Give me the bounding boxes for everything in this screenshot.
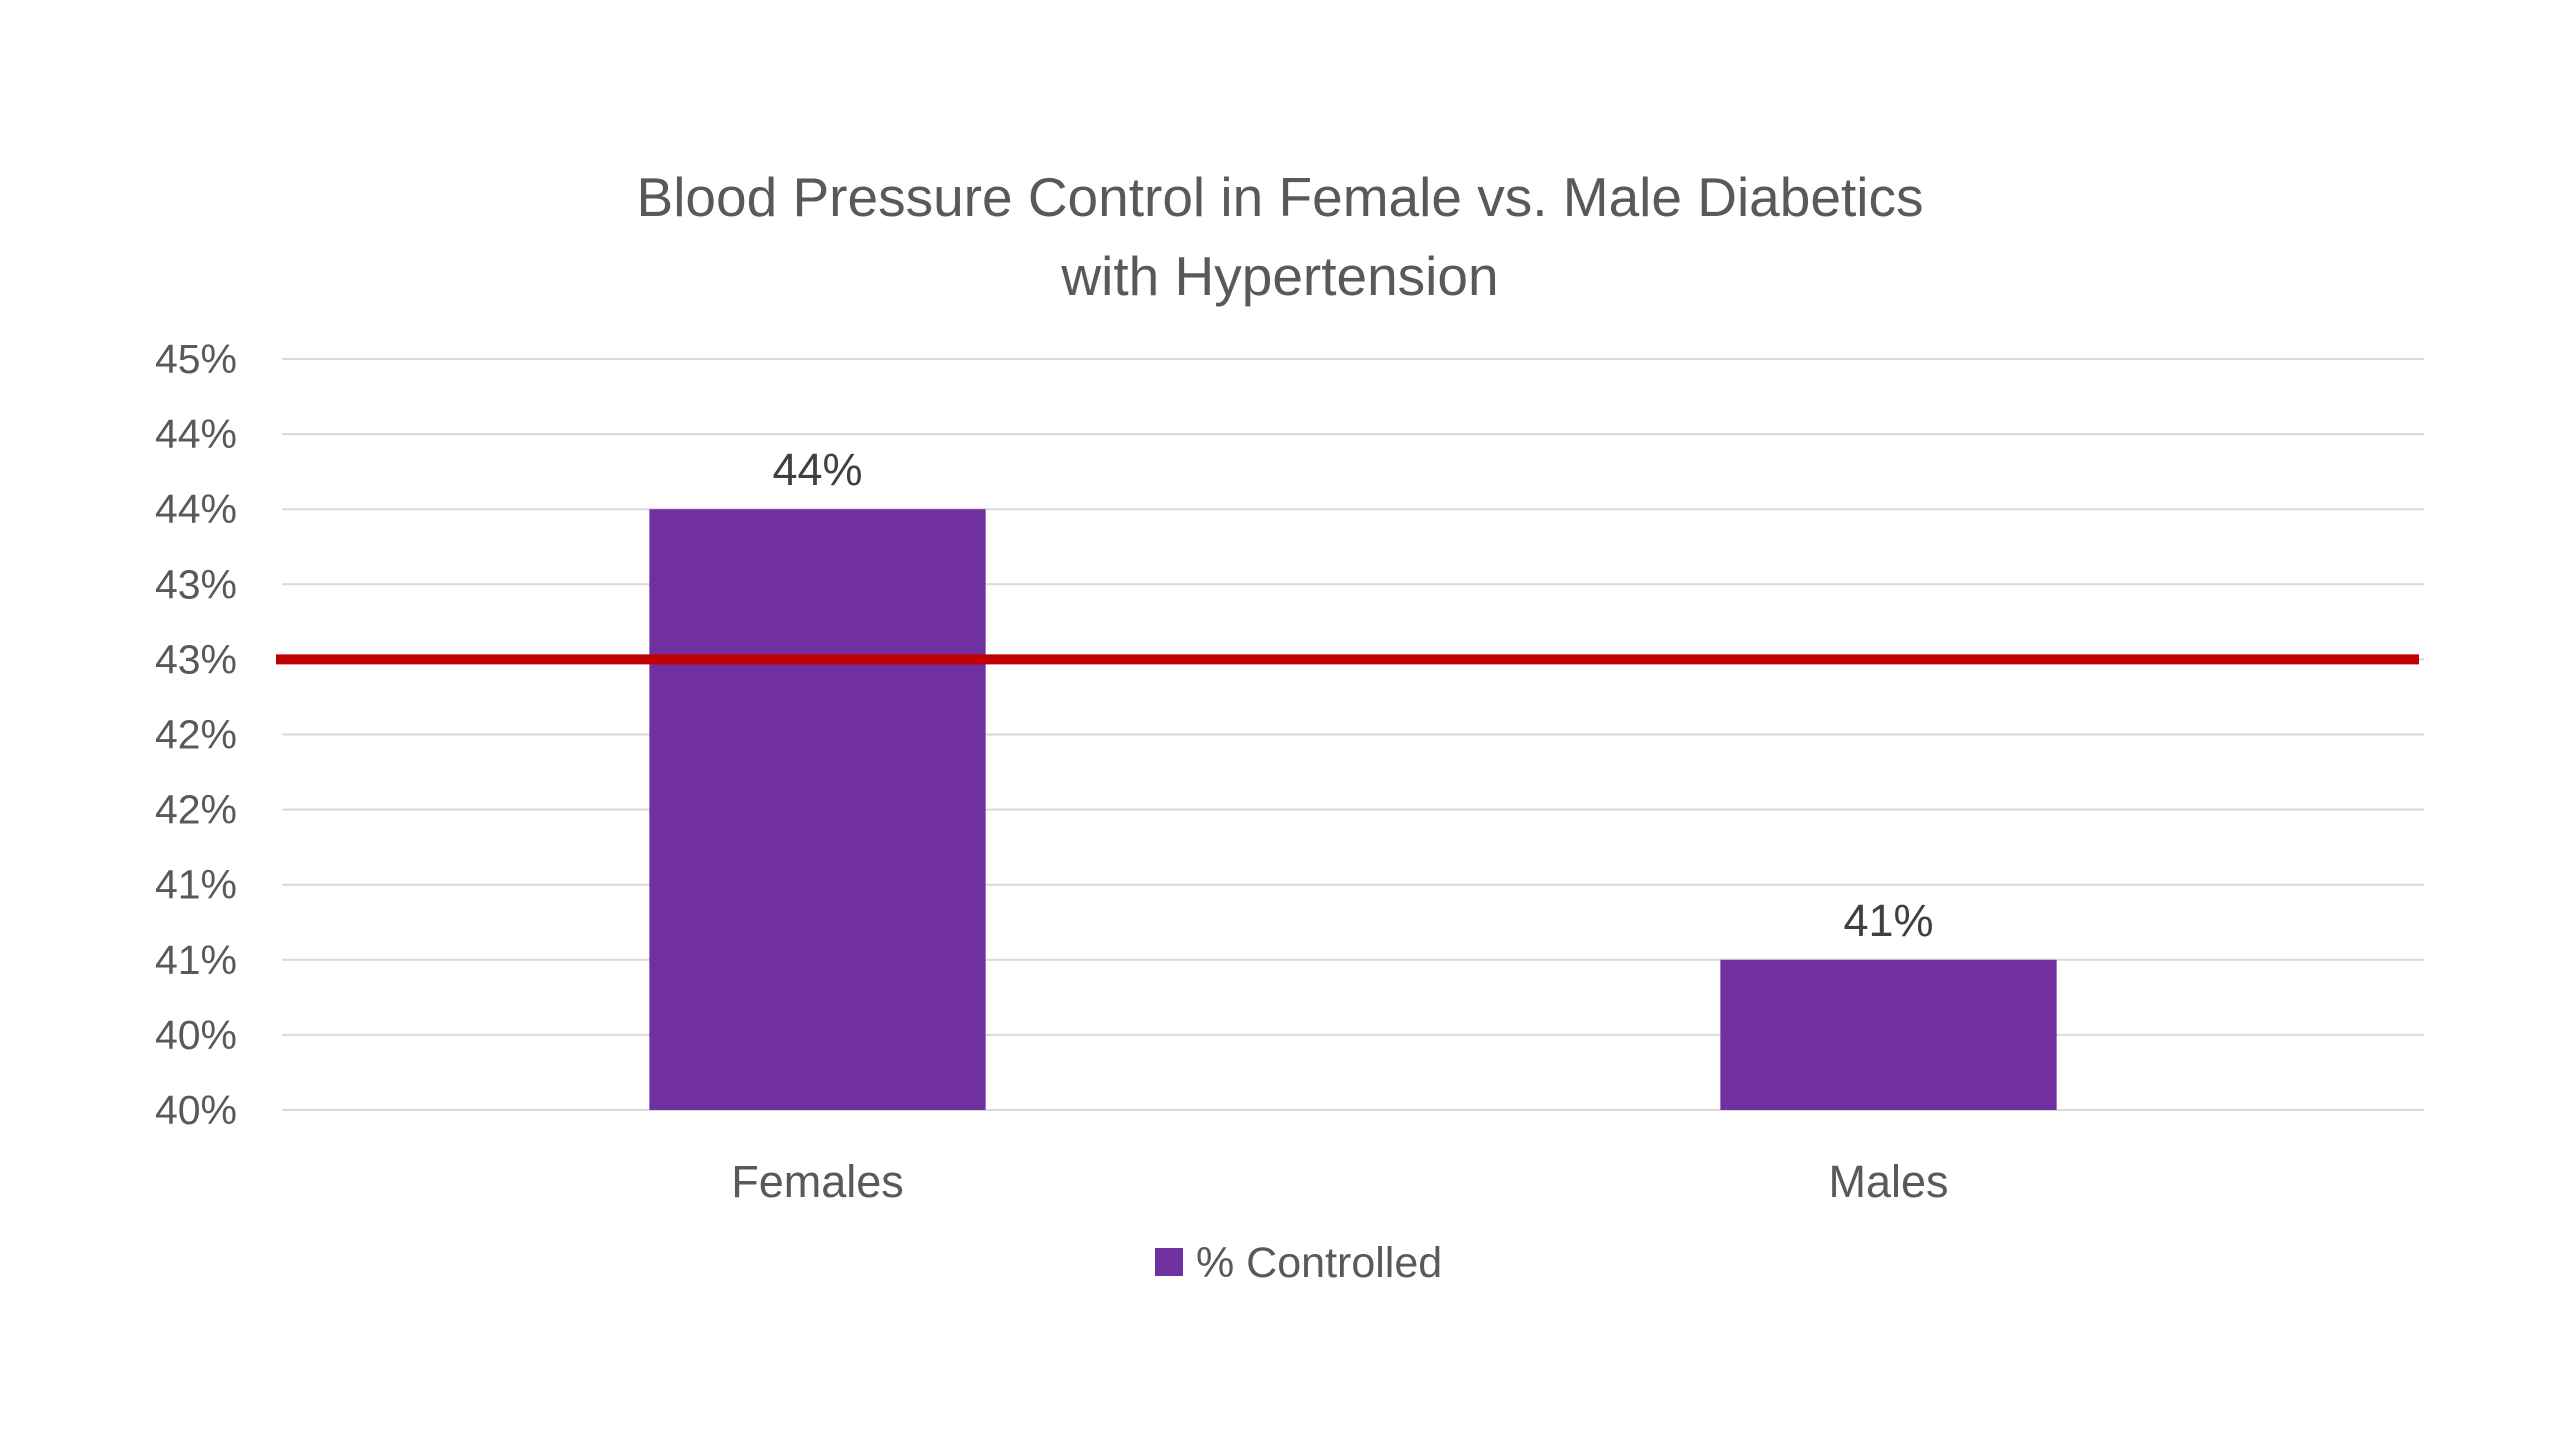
chart-title-line-2: with Hypertension (1060, 245, 1498, 307)
data-label-males: 41% (1843, 895, 1933, 946)
y-tick-label-2: 41% (155, 937, 237, 983)
bar-females (649, 509, 986, 1110)
y-tick-label-9: 44% (155, 411, 237, 457)
y-tick-label-10: 45% (155, 336, 237, 382)
legend-label: % Controlled (1196, 1239, 1442, 1287)
category-label-males: Males (1828, 1156, 1948, 1207)
bars (649, 509, 2057, 1110)
y-tick-label-7: 43% (155, 561, 237, 607)
data-label-females: 44% (772, 444, 862, 495)
y-tick-label-4: 42% (155, 787, 237, 833)
y-tick-label-0: 40% (155, 1087, 237, 1133)
y-tick-label-3: 41% (155, 862, 237, 908)
bar-males (1720, 959, 2057, 1110)
legend-swatch (1155, 1248, 1183, 1276)
chart-title-line-1: Blood Pressure Control in Female vs. Mal… (637, 166, 1924, 228)
gridlines (282, 358, 2424, 1111)
data-labels: 44% 41% (772, 444, 1933, 946)
y-tick-label-5: 42% (155, 712, 237, 758)
category-label-females: Females (731, 1156, 904, 1207)
x-axis-category-labels: Females Males (731, 1156, 1948, 1207)
y-tick-label-8: 44% (155, 486, 237, 532)
y-axis-tick-labels: 40% 40% 41% 41% 42% 42% 43% 43% 44% 44% 45% (155, 336, 237, 1133)
legend: % Controlled (1155, 1239, 1442, 1287)
y-tick-label-6: 43% (155, 636, 237, 682)
y-tick-label-1: 40% (155, 1012, 237, 1058)
